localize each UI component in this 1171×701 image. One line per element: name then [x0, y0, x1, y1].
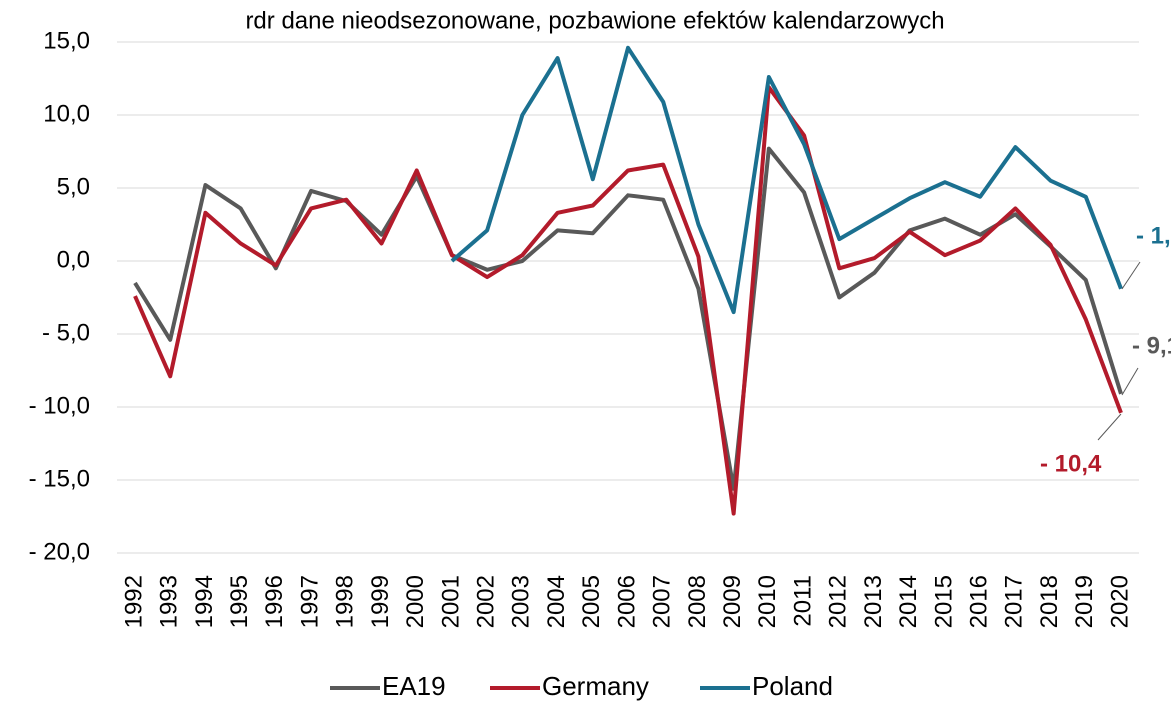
y-tick-label: 10,0 — [43, 100, 90, 127]
x-tick-label: 2008 — [684, 575, 711, 628]
x-tick-label: 2005 — [578, 575, 605, 628]
y-tick-label: 15,0 — [43, 27, 90, 54]
y-tick-label: 0,0 — [57, 246, 90, 273]
x-tick-label: 1997 — [296, 575, 323, 628]
x-tick-label: 2017 — [1001, 575, 1028, 628]
leader-line — [1121, 367, 1139, 396]
legend-label: EA19 — [382, 671, 446, 701]
x-tick-label: 1995 — [226, 575, 253, 628]
x-tick-label: 2002 — [472, 575, 499, 628]
x-tick-label: 2007 — [649, 575, 676, 628]
x-tick-label: 1999 — [367, 575, 394, 628]
x-tick-label: 2009 — [719, 575, 746, 628]
y-tick-label: - 20,0 — [29, 538, 90, 565]
series-line — [133, 146, 1123, 491]
series-line — [450, 45, 1123, 315]
series-line — [133, 85, 1123, 516]
x-tick-label: 2020 — [1106, 575, 1133, 628]
x-tick-label: 2014 — [895, 575, 922, 628]
data-label: - 1,9 — [1136, 222, 1171, 249]
x-tick-label: 2006 — [613, 575, 640, 628]
chart-title: rdr dane nieodsezonowane, pozbawione efe… — [245, 7, 944, 34]
data-label: - 9,1 — [1132, 332, 1171, 359]
x-tick-label: 2000 — [402, 575, 429, 628]
x-tick-label: 2012 — [825, 575, 852, 628]
legend-label: Poland — [752, 671, 833, 701]
y-tick-label: 5,0 — [57, 173, 90, 200]
x-tick-label: 1996 — [261, 575, 288, 628]
x-tick-label: 2016 — [965, 575, 992, 628]
leader-line — [1121, 261, 1141, 290]
x-tick-label: 2001 — [437, 575, 464, 628]
x-tick-label: 2015 — [930, 575, 957, 628]
x-tick-label: 2013 — [860, 575, 887, 628]
x-tick-label: 1992 — [120, 575, 147, 628]
y-tick-label: - 5,0 — [42, 319, 90, 346]
x-tick-label: 2003 — [508, 575, 535, 628]
y-tick-label: - 10,0 — [29, 392, 90, 419]
x-tick-label: 2004 — [543, 575, 570, 628]
x-tick-label: 2010 — [754, 575, 781, 628]
legend-label: Germany — [542, 671, 649, 701]
y-tick-label: - 15,0 — [29, 465, 90, 492]
leader-line — [1097, 413, 1122, 441]
x-tick-label: 1993 — [156, 575, 183, 628]
x-tick-label: 2011 — [789, 575, 816, 627]
x-tick-label: 1994 — [191, 575, 218, 628]
data-label: - 10,4 — [1040, 450, 1102, 477]
x-tick-label: 1998 — [332, 575, 359, 628]
x-tick-label: 2018 — [1036, 575, 1063, 628]
x-tick-label: 2019 — [1071, 575, 1098, 628]
